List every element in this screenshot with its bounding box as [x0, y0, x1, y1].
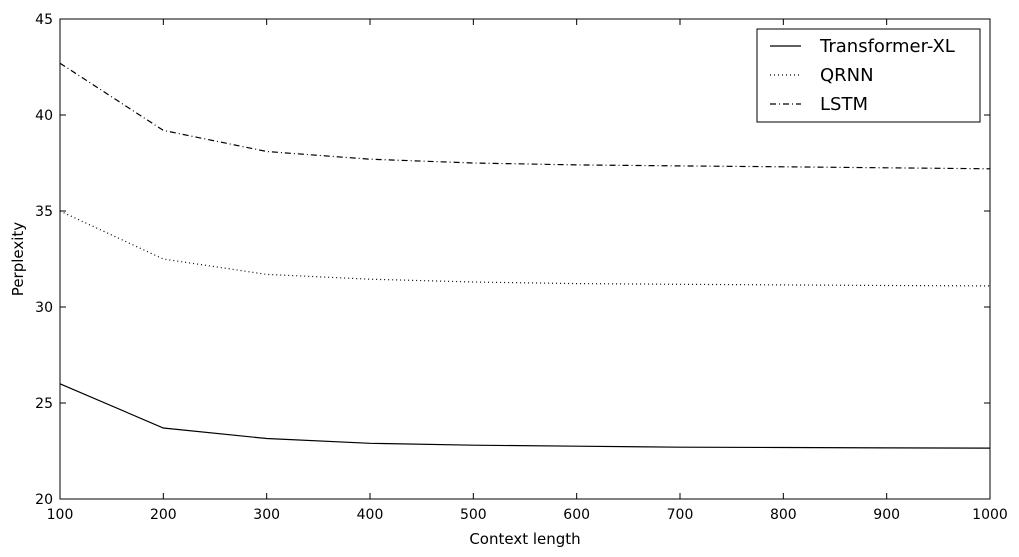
- y-axis-title: Perplexity: [9, 222, 27, 296]
- legend: Transformer-XL QRNN LSTM: [756, 28, 981, 123]
- y-tick-label: 20: [35, 492, 53, 508]
- series-layer: [59, 62, 991, 449]
- legend-label-qrnn: QRNN: [820, 65, 874, 86]
- series-line-transformer-xl: [59, 383, 991, 449]
- series-line-lstm: [59, 62, 991, 170]
- y-tick-label: 30: [35, 300, 53, 316]
- series-line-qrnn: [59, 210, 991, 287]
- x-tick-label: 100: [47, 507, 74, 523]
- y-tick-label: 40: [35, 108, 53, 124]
- x-tick-label: 400: [357, 507, 384, 523]
- x-tick-label: 700: [667, 507, 694, 523]
- ticks-layer: 100 200 300 400 500 600 700 800 900 1000 20 25 30 35 4…: [35, 12, 1008, 523]
- x-tick-label: 900: [873, 507, 900, 523]
- legend-label-transformer-xl: Transformer-XL: [819, 36, 955, 57]
- y-tick-label: 25: [35, 396, 53, 412]
- x-tick-label: 1000: [972, 507, 1008, 523]
- x-tick-label: 500: [460, 507, 487, 523]
- plot-frame: [59, 18, 991, 500]
- x-tick-label: 300: [253, 507, 280, 523]
- x-tick-label: 600: [563, 507, 590, 523]
- y-tick-label: 45: [35, 12, 53, 28]
- y-tick-label: 35: [35, 204, 53, 220]
- x-tick-label: 200: [150, 507, 177, 523]
- x-axis-title: Context length: [469, 530, 580, 548]
- x-tick-label: 800: [770, 507, 797, 523]
- legend-label-lstm: LSTM: [820, 94, 868, 115]
